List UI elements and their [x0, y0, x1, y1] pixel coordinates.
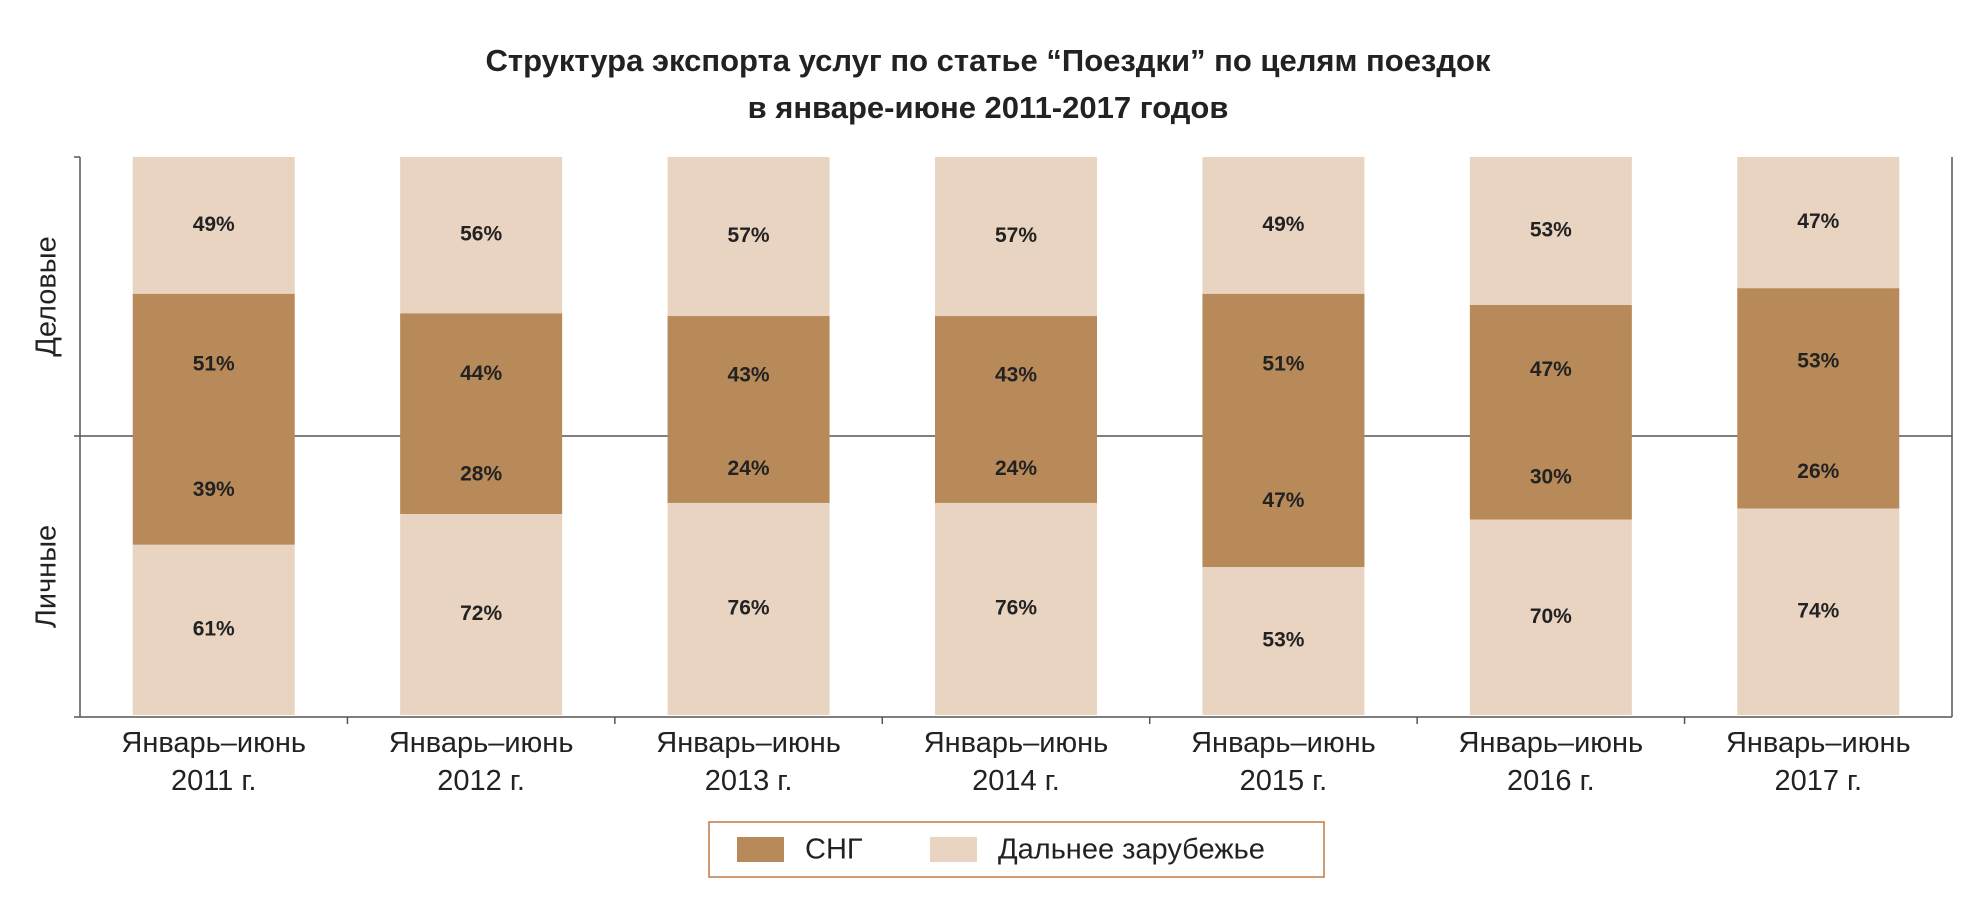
x-tick-label: Январь–июнь 2015 г.: [1191, 727, 1376, 797]
bar-segment: [1202, 567, 1365, 715]
value-label: 28%: [460, 463, 502, 486]
x-tick-label: Январь–июнь 2012 г.: [388, 727, 574, 797]
value-label: 47%: [1262, 489, 1304, 512]
bar-segment: [667, 502, 830, 715]
value-label: 49%: [1262, 213, 1304, 236]
bar-segment: [132, 293, 295, 436]
value-label: 70%: [1530, 605, 1572, 628]
bar-segment: [935, 502, 1097, 715]
bar-segment: [667, 436, 830, 503]
value-label: 57%: [995, 224, 1037, 247]
bar-segment: [667, 316, 830, 436]
value-label: 43%: [995, 364, 1037, 387]
bar-segment: [400, 157, 563, 314]
bar-segment: [400, 514, 563, 715]
value-label: 76%: [995, 597, 1037, 620]
panel-label: Личные: [31, 525, 63, 628]
bar-segment: [132, 436, 295, 545]
bar-segment: [400, 436, 563, 515]
x-tick-label: Январь–июнь 2017 г.: [1725, 727, 1911, 797]
x-tick-label: Январь–июнь 2016 г.: [1458, 727, 1644, 797]
bar-segment: [667, 157, 830, 317]
value-label: 26%: [1797, 460, 1839, 483]
value-label: 30%: [1530, 465, 1572, 488]
chart-title: Структура экспорта услуг по статье “Поез…: [486, 43, 1491, 78]
value-label: 51%: [1262, 352, 1304, 375]
legend-label: СНГ: [805, 834, 863, 866]
value-label: 53%: [1530, 218, 1572, 241]
bar-segment: [935, 316, 1097, 436]
bar-segment: [1469, 157, 1632, 305]
value-label: 72%: [460, 602, 502, 625]
value-label: 53%: [1262, 629, 1304, 652]
x-tick-label: Январь–июнь 2011 г.: [121, 727, 306, 797]
bar-segment: [132, 544, 295, 715]
panel-label: Деловые: [31, 236, 63, 357]
legend-box: [708, 821, 1325, 878]
value-label: 39%: [193, 478, 235, 501]
bar-segment: [1202, 157, 1365, 294]
bar-segment: [1737, 157, 1900, 289]
value-label: 74%: [1797, 599, 1839, 622]
legend-swatch: [930, 837, 977, 862]
value-label: 44%: [460, 362, 502, 385]
value-label: 53%: [1797, 350, 1839, 373]
bar-segment: [1737, 436, 1900, 509]
bar-segment: [1469, 436, 1632, 520]
value-label: 56%: [460, 223, 502, 246]
bar-segment: [935, 436, 1097, 503]
value-label: 24%: [728, 457, 770, 480]
bar-segment: [1202, 436, 1365, 568]
bar-segment: [1469, 519, 1632, 715]
value-label: 47%: [1530, 358, 1572, 381]
bar-segment: [1737, 288, 1900, 436]
bar-segment: [400, 313, 563, 436]
value-label: 76%: [728, 597, 770, 620]
value-label: 49%: [193, 213, 235, 236]
x-tick-label: Январь–июнь 2013 г.: [656, 727, 841, 797]
bar-segment: [1202, 293, 1365, 436]
bar-segment: [132, 157, 295, 294]
value-label: 51%: [193, 352, 235, 375]
value-label: 47%: [1797, 210, 1839, 233]
value-label: 57%: [728, 224, 770, 247]
bar-segment: [1737, 508, 1900, 715]
bar-segment: [1469, 304, 1632, 436]
x-tick-label: Январь–июнь 2014 г.: [923, 727, 1109, 797]
chart-subtitle: в январе-июне 2011-2017 годов: [748, 90, 1229, 125]
value-label: 24%: [995, 457, 1037, 480]
legend-label: Дальнее зарубежье: [998, 834, 1265, 866]
value-label: 43%: [728, 364, 770, 387]
legend-swatch: [737, 837, 784, 862]
value-label: 61%: [193, 617, 235, 640]
bar-segment: [935, 157, 1097, 317]
